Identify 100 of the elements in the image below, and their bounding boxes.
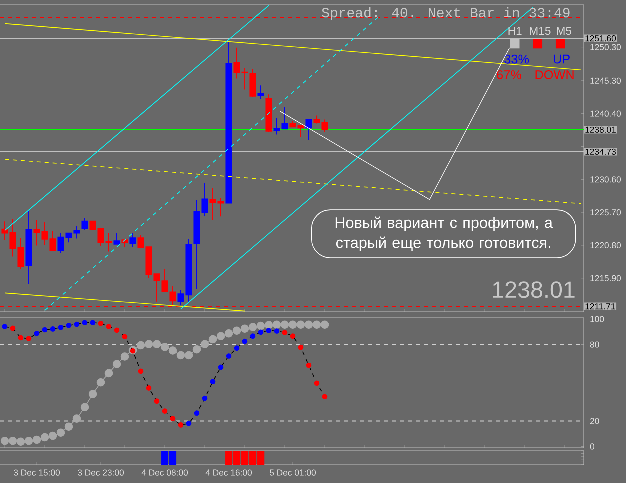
point [306, 362, 312, 368]
candlestick [266, 94, 272, 133]
x-tick-label: 4 Dec 08:00 [142, 470, 188, 476]
point [184, 351, 194, 360]
point [56, 428, 66, 437]
point [170, 416, 176, 422]
point [66, 322, 72, 328]
y-tick-label: 1230.60 [590, 176, 622, 183]
point [200, 340, 210, 349]
point [226, 354, 232, 359]
point [272, 320, 282, 330]
point [136, 341, 146, 350]
point [48, 432, 58, 440]
point [312, 320, 322, 330]
point [106, 324, 112, 330]
annotation: M5 [557, 27, 572, 36]
candlestick [26, 210, 32, 285]
point [218, 364, 224, 370]
point [168, 346, 178, 355]
point [216, 332, 226, 340]
y-tick-label: 20 [590, 418, 600, 424]
point [176, 351, 186, 360]
point [178, 422, 184, 428]
y-tick-label: 1225.70 [590, 210, 622, 216]
annotation: M15 [530, 27, 551, 36]
point [80, 403, 90, 412]
candlestick [114, 232, 120, 245]
point [232, 326, 242, 336]
point [298, 344, 304, 350]
point [138, 368, 144, 374]
point [282, 330, 288, 336]
ref-line-label: 1238.01 [586, 126, 616, 133]
point [314, 380, 320, 386]
point [8, 436, 18, 446]
x-tick-label: 3 Dec 15:00 [14, 470, 60, 476]
point [234, 346, 240, 351]
point [112, 360, 122, 368]
point [122, 334, 128, 340]
point [42, 327, 48, 333]
point [250, 334, 256, 340]
point [258, 330, 264, 336]
point [280, 320, 290, 330]
annotation: 1238.01 [493, 282, 575, 298]
point [96, 378, 106, 387]
point [242, 338, 248, 344]
y-tick-label: 1215.90 [590, 275, 622, 282]
point [90, 320, 96, 326]
point [120, 352, 130, 361]
point [240, 324, 250, 333]
x-tick-label: 4 Dec 16:00 [206, 470, 252, 476]
point [264, 321, 274, 330]
point [146, 386, 152, 391]
point [32, 436, 42, 444]
point [2, 324, 8, 330]
y-tick-label: 0 [590, 444, 595, 450]
candlestick [226, 41, 232, 204]
point [208, 335, 218, 344]
point [304, 320, 314, 330]
point [210, 379, 216, 385]
point [320, 320, 330, 330]
point [296, 320, 306, 330]
point [0, 436, 10, 446]
annotation: H1 [508, 27, 522, 35]
point [26, 336, 32, 342]
point [202, 396, 208, 402]
point [154, 398, 160, 404]
point [288, 320, 298, 330]
y-tick-label: 1240.40 [590, 110, 622, 117]
x-tick-label: 5 Dec 01:00 [270, 470, 316, 476]
point [152, 340, 162, 349]
ref-line-label: 1211.71 [586, 304, 616, 310]
y-tick-label: 100 [590, 316, 604, 322]
point [160, 343, 170, 352]
point [274, 328, 280, 334]
point [104, 369, 114, 378]
annotation: 67% [497, 70, 522, 80]
annotation: Spread: 40. Next Bar in 33:49 [322, 7, 570, 20]
y-tick-label: 1250.30 [590, 44, 622, 50]
point [34, 331, 40, 336]
y-tick-label: 1245.30 [590, 78, 622, 84]
y-tick-label: 1220.80 [590, 242, 622, 249]
point [248, 323, 258, 332]
ref-line-label: 1234.73 [586, 148, 616, 155]
point [18, 335, 24, 341]
point [266, 328, 272, 334]
point [72, 414, 82, 423]
ref-line-label: 1251.60 [586, 36, 616, 42]
point [224, 330, 234, 338]
y-tick-label: 80 [590, 342, 600, 348]
point [50, 326, 56, 332]
candlestick [306, 118, 312, 141]
point [64, 422, 74, 431]
annotation: DOWN [536, 70, 574, 80]
point [144, 340, 154, 349]
annotation: UP [554, 54, 570, 64]
point [256, 322, 266, 330]
annotation: Новый вариант с профитом, а старый еще только готовится. [336, 216, 553, 252]
x-tick-label: 3 Dec 23:00 [78, 470, 124, 476]
candlestick [130, 232, 136, 248]
point [24, 436, 34, 446]
